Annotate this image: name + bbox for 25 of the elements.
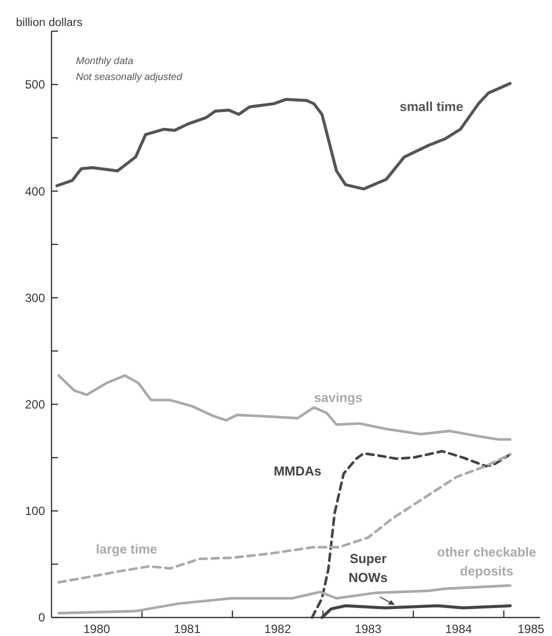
y-tick-label: 200 bbox=[24, 398, 46, 412]
x-tick-label: 1981 bbox=[174, 622, 201, 636]
annotation: Not seasonally adjusted bbox=[76, 72, 183, 83]
series-label: small time bbox=[400, 99, 464, 114]
line-series bbox=[57, 374, 512, 441]
x-tick-label: 1982 bbox=[264, 622, 292, 636]
x-tick-label: 1980 bbox=[83, 622, 110, 636]
series-label: savings bbox=[314, 390, 362, 406]
y-tick-label: 0 bbox=[38, 610, 46, 625]
line-series bbox=[55, 82, 512, 190]
x-tick-label: 1984 bbox=[445, 622, 472, 636]
y-tick-label: 400 bbox=[24, 184, 46, 198]
series-label: other checkable deposits bbox=[437, 544, 536, 579]
line-series bbox=[320, 604, 512, 619]
line-series bbox=[57, 584, 512, 615]
y-tick-label: 500 bbox=[24, 78, 46, 92]
series-label: MMDAs bbox=[274, 464, 322, 479]
y-axis-title: billion dollars bbox=[16, 17, 83, 29]
y-tick-label: 100 bbox=[24, 504, 46, 518]
x-tick-label: 1983 bbox=[354, 622, 382, 636]
series-label: large time bbox=[96, 542, 158, 557]
x-tick-label: 1985 bbox=[518, 622, 545, 636]
annotation: Monthly data bbox=[76, 56, 134, 67]
y-tick-label: 300 bbox=[24, 290, 46, 305]
series-label: Super NOWs bbox=[348, 551, 388, 586]
